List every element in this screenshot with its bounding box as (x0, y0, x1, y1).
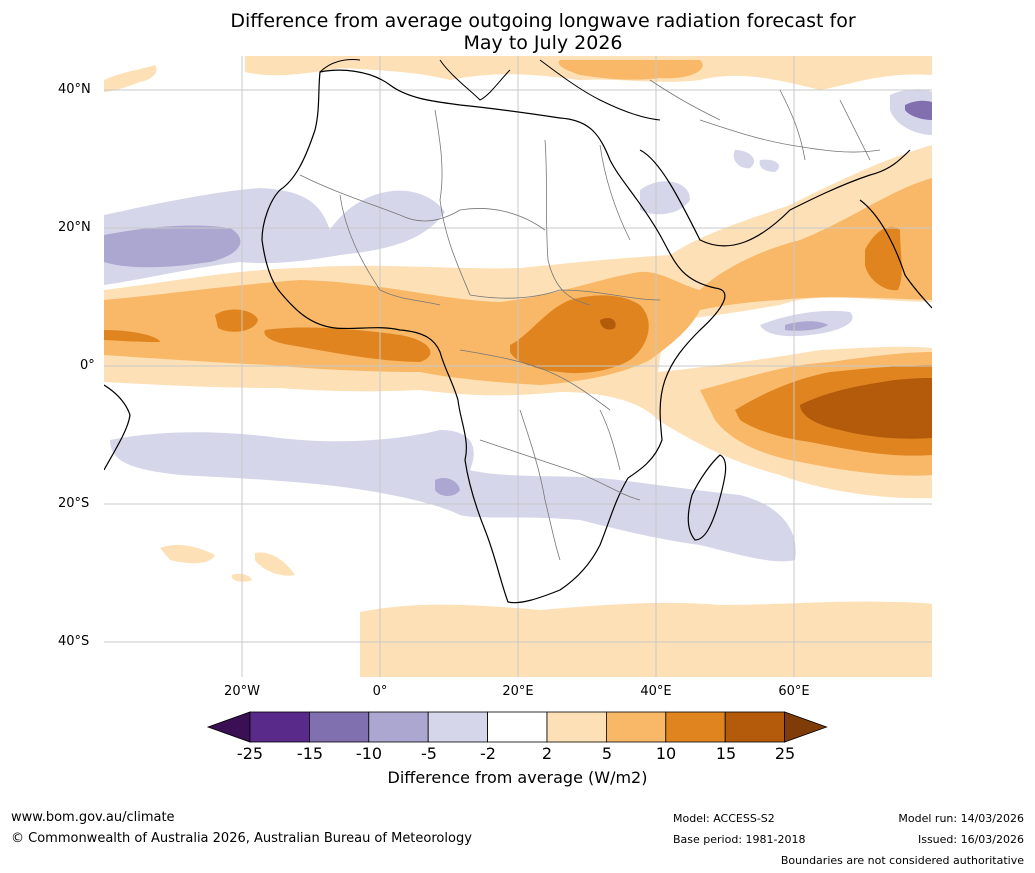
footer-disclaimer: Boundaries are not considered authoritat… (780, 854, 1024, 867)
colorbar-tick: -15 (296, 744, 324, 763)
lat-label-20s: 20°S (58, 496, 90, 511)
footer-website[interactable]: www.bom.gov.au/climate (11, 810, 175, 825)
colorbar-label: Difference from average (W/m2) (0, 768, 1035, 787)
country-boundaries (299, 79, 881, 561)
colorbar-tick: 5 (601, 744, 613, 763)
lat-label-40s: 40°S (58, 634, 90, 649)
colorbar-tick: -10 (355, 744, 383, 763)
anomaly-region-neg-northeast-core (905, 100, 932, 120)
anomaly-region-neg-south-atlantic-core (435, 478, 460, 496)
map-title: Difference from average outgoing longwav… (0, 10, 1035, 54)
anomaly-region-pos-tropics-core-west (104, 309, 431, 362)
lon-label-20w: 20°W (224, 684, 260, 699)
colorbar-segment (308, 711, 370, 743)
footer-model: Model: ACCESS-S2 (673, 812, 775, 825)
colorbar-segment (546, 711, 607, 743)
arabia-coastline (639, 149, 911, 247)
india-coastline (859, 199, 932, 309)
africa-coastline (261, 69, 726, 604)
anomaly-region-pos-tropics-peak-africa (600, 317, 616, 330)
lat-label-20n: 20°N (58, 220, 91, 235)
footer-model-run: Model run: 14/03/2026 (898, 812, 1024, 825)
footer-copyright: © Commonwealth of Australia 2026, Austra… (11, 831, 472, 846)
colorbar-segment (665, 711, 726, 743)
south-america-coastline (104, 384, 131, 471)
colorbar-segment (487, 711, 548, 743)
footer-issued: Issued: 16/03/2026 (917, 833, 1024, 846)
colorbar-segment (606, 711, 667, 743)
colorbar-extend-low (206, 711, 251, 743)
anomaly-region-pos-europe-core (558, 60, 703, 80)
anomaly-region-neg-indian-east-core (785, 321, 828, 331)
colorbar-segment (427, 711, 489, 743)
lon-label-40e: 40°E (640, 684, 672, 699)
footer-base-period: Base period: 1981-2018 (673, 833, 806, 846)
anomaly-region-pos-small-nw (104, 65, 157, 92)
anomaly-region-pos-tropics-core-africa (510, 295, 649, 374)
anomaly-region-pos-south (360, 601, 932, 677)
anomaly-region-neg-mideast (733, 150, 780, 172)
colorbar-tick: 2 (541, 744, 553, 763)
anomaly-region-neg-south-atlantic (110, 430, 796, 562)
lon-label-20e: 20°E (502, 684, 534, 699)
anomaly-region-pos-south-small (160, 544, 295, 582)
grid-lines (104, 56, 932, 677)
lat-label-40n: 40°N (58, 82, 91, 97)
colorbar-tick: 25 (774, 744, 796, 763)
colorbar-tick: -5 (421, 744, 437, 763)
colorbar-label-text: Difference from average (W/m2) (387, 768, 648, 787)
colorbar-tick: 10 (655, 744, 677, 763)
map-canvas (104, 56, 932, 677)
lon-label-0: 0° (372, 684, 388, 699)
anomaly-region-neg-arabia (640, 181, 690, 215)
colorbar-extend-high (784, 711, 828, 743)
colorbar-segments (206, 711, 828, 743)
colorbar-segment (368, 711, 429, 743)
lon-label-60e: 60°E (778, 684, 810, 699)
anomaly-region-neg-atlantic-north-core (104, 225, 241, 268)
europe-coastline (319, 59, 661, 121)
colorbar-tick: 15 (715, 744, 737, 763)
colorbar-segment (249, 711, 310, 743)
colorbar-tick: -2 (480, 744, 496, 763)
anomaly-region-pos-indian-peak (800, 378, 932, 439)
colorbar-tick: -25 (236, 744, 264, 763)
madagascar-coastline (687, 454, 727, 541)
lat-label-0: 0° (80, 358, 95, 373)
map-title-line2: May to July 2026 (463, 32, 623, 54)
map-title-line1: Difference from average outgoing longwav… (230, 10, 856, 32)
colorbar-segment (724, 711, 786, 743)
